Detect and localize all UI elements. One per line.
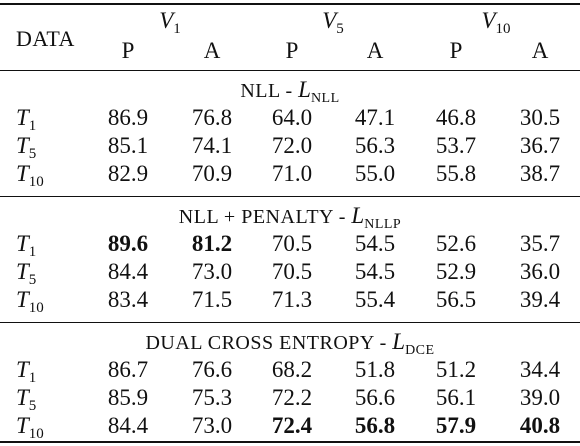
table-cell: 86.7 (107, 357, 149, 382)
table-cell: 36.0 (519, 259, 561, 284)
table-cell: 56.8 (354, 413, 396, 438)
table-cell: 83.4 (107, 287, 149, 312)
table-cell: 55.0 (354, 161, 396, 186)
subcol-header-a: A (366, 38, 384, 63)
table-cell: 82.9 (107, 161, 149, 186)
group-header-v1: V1 (159, 8, 181, 37)
group-header-v10: V10 (481, 8, 511, 37)
section-title: NLL + PENALTY - LNLLP (178, 203, 402, 233)
table-cell: 54.5 (354, 231, 396, 256)
table-cell: 64.0 (271, 105, 313, 130)
table-cell: 70.9 (191, 161, 233, 186)
table-cell: 68.2 (271, 357, 313, 382)
header-rule (0, 70, 580, 71)
table-cell: 47.1 (354, 105, 396, 130)
table-cell: 55.4 (354, 287, 396, 312)
subcol-header-a: A (531, 38, 549, 63)
subcol-header-a: A (203, 38, 221, 63)
table-cell: 39.4 (519, 287, 561, 312)
row-label: T1 (16, 105, 37, 134)
table-cell: 36.7 (519, 133, 561, 158)
table-cell: 71.3 (271, 287, 313, 312)
row-label: T5 (16, 385, 37, 414)
row-label: T10 (16, 161, 44, 190)
bottom-rule (0, 441, 580, 443)
table-cell: 53.7 (435, 133, 477, 158)
table-cell: 84.4 (107, 413, 149, 438)
subcol-header-p: P (121, 38, 135, 63)
subcol-header-p: P (285, 38, 299, 63)
row-label: T1 (16, 231, 37, 260)
table-cell: 51.2 (435, 357, 477, 382)
row-label: T10 (16, 413, 44, 442)
table-cell: 86.9 (107, 105, 149, 130)
top-rule (0, 3, 580, 5)
table-cell: 84.4 (107, 259, 149, 284)
table-cell: 72.2 (271, 385, 313, 410)
table-cell: 56.5 (435, 287, 477, 312)
table-cell: 39.0 (519, 385, 561, 410)
table-cell: 70.5 (271, 231, 313, 256)
table-cell: 54.5 (354, 259, 396, 284)
section-title: NLL - LNLL (240, 77, 340, 107)
row-label: T5 (16, 133, 37, 162)
table-cell: 52.9 (435, 259, 477, 284)
table-cell: 72.0 (271, 133, 313, 158)
data-column-header: DATA (16, 26, 75, 51)
table-cell: 40.8 (519, 413, 561, 438)
row-label: T10 (16, 287, 44, 316)
section-title: DUAL CROSS ENTROPY - LDCE (145, 329, 435, 359)
table-cell: 71.0 (271, 161, 313, 186)
subcol-header-p: P (449, 38, 463, 63)
table-cell: 71.5 (191, 287, 233, 312)
table-cell: 57.9 (435, 413, 477, 438)
table-cell: 70.5 (271, 259, 313, 284)
table-cell: 74.1 (191, 133, 233, 158)
row-label: T5 (16, 259, 37, 288)
table-cell: 81.2 (191, 231, 233, 256)
table-cell: 73.0 (191, 259, 233, 284)
table-cell: 35.7 (519, 231, 561, 256)
section-rule-2 (0, 322, 580, 323)
table-cell: 34.4 (519, 357, 561, 382)
table-cell: 56.6 (354, 385, 396, 410)
table-cell: 30.5 (519, 105, 561, 130)
row-label: T1 (16, 357, 37, 386)
table-cell: 56.3 (354, 133, 396, 158)
table-cell: 73.0 (191, 413, 233, 438)
table-cell: 46.8 (435, 105, 477, 130)
table-cell: 85.9 (107, 385, 149, 410)
table-cell: 51.8 (354, 357, 396, 382)
table-cell: 89.6 (107, 231, 149, 256)
table-cell: 76.8 (191, 105, 233, 130)
table-cell: 75.3 (191, 385, 233, 410)
table-cell: 38.7 (519, 161, 561, 186)
table-cell: 72.4 (271, 413, 313, 438)
table-cell: 52.6 (435, 231, 477, 256)
table-cell: 56.1 (435, 385, 477, 410)
table-cell: 76.6 (191, 357, 233, 382)
table-cell: 85.1 (107, 133, 149, 158)
group-header-v5: V5 (322, 8, 344, 37)
table-cell: 55.8 (435, 161, 477, 186)
section-rule-1 (0, 196, 580, 197)
